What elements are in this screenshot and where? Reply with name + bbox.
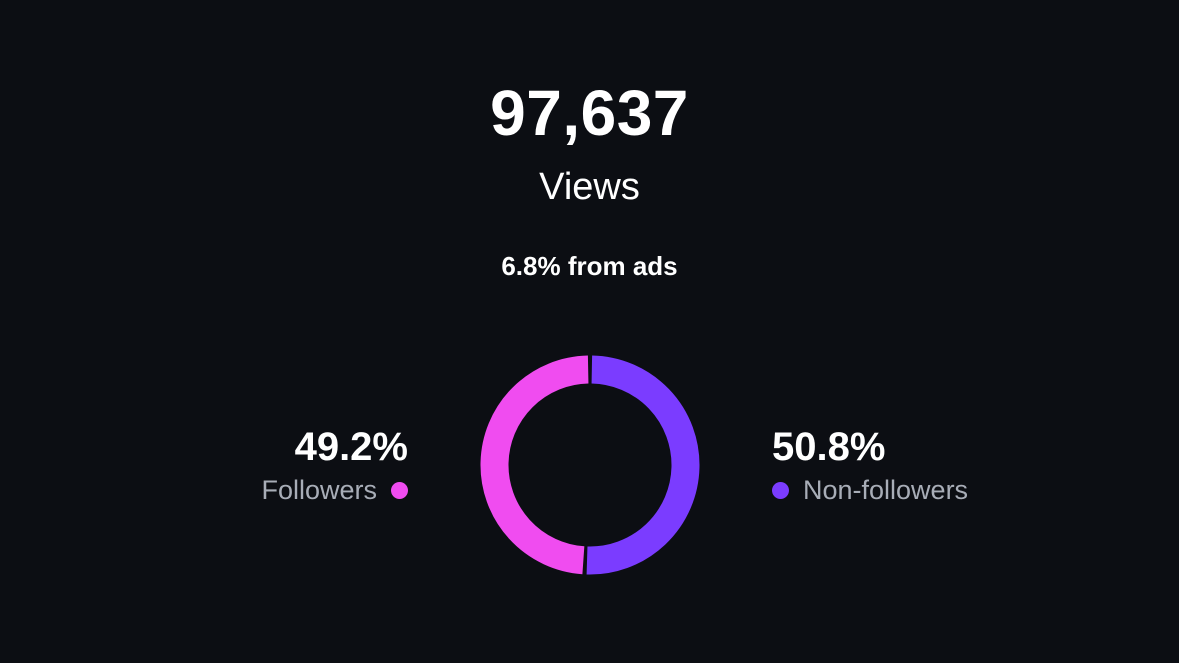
non-followers-stat: 50.8% Non-followers: [772, 424, 968, 508]
followers-color-dot-icon: [391, 481, 408, 499]
followers-label: Followers: [261, 475, 377, 505]
followers-stat: 49.2% Followers: [261, 424, 408, 508]
donut-segment-followers: [480, 355, 589, 575]
views-label: Views: [539, 166, 640, 208]
ads-share-text: 6.8% from ads: [501, 251, 678, 281]
non-followers-percent: 50.8%: [772, 425, 886, 469]
donut-segment-non-followers: [586, 355, 700, 575]
total-views-count: 97,637: [490, 77, 689, 149]
non-followers-legend: Non-followers: [772, 472, 968, 508]
non-followers-label: Non-followers: [803, 475, 969, 505]
followers-legend: Followers: [261, 472, 408, 508]
followers-donut-chart: [480, 355, 700, 575]
followers-percent: 49.2%: [294, 425, 408, 469]
non-followers-color-dot-icon: [772, 481, 789, 499]
